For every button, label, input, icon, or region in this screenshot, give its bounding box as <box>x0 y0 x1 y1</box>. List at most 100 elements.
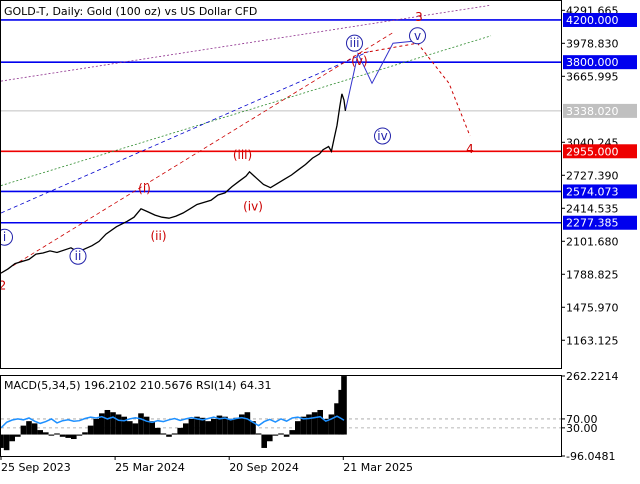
macd-bar <box>272 434 279 436</box>
macd-bar <box>283 434 290 437</box>
price-tick-label: 1163.125 <box>566 334 619 347</box>
macd-bar <box>278 433 284 435</box>
wave-label-circle <box>1 228 13 246</box>
wave-label: 3 <box>415 10 423 24</box>
level-label-box <box>563 215 637 230</box>
price-tick-label: 1788.825 <box>566 268 619 281</box>
forecast-path <box>357 42 471 137</box>
macd-bar <box>155 427 161 435</box>
trend-line <box>1 51 369 214</box>
wave-label: v <box>414 29 421 43</box>
macd-bar <box>199 417 206 435</box>
macd-bar <box>194 416 200 435</box>
macd-bar <box>110 412 116 435</box>
price-tick-label: 3665.995 <box>566 70 619 83</box>
macd-bar <box>171 433 178 435</box>
macd-bar <box>3 434 10 451</box>
macd-bar <box>65 434 71 438</box>
macd-bar <box>82 432 88 435</box>
macd-bar <box>295 421 301 435</box>
level-label: 2277.385 <box>566 217 619 230</box>
macd-bar <box>267 434 273 442</box>
wave-label: i <box>3 230 6 244</box>
level-label-box <box>563 103 637 118</box>
wave-label: 2 <box>0 279 6 293</box>
wave-label: iii <box>349 36 359 50</box>
price-tick-label: 1475.970 <box>566 301 619 314</box>
macd-bar <box>26 421 32 435</box>
level-label-box <box>563 55 637 70</box>
wave-label: iv <box>377 129 387 143</box>
macd-bar <box>115 414 122 435</box>
time-tick-label: 25 Sep 2023 <box>1 461 71 474</box>
indicator-label: MACD(5,34,5) 196.2102 210.5676 RSI(14) 6… <box>4 379 271 392</box>
macd-bar <box>328 414 335 435</box>
macd-bar <box>37 430 43 435</box>
macd-bar <box>306 414 312 435</box>
macd-bar <box>87 425 94 435</box>
level-label: 4200.000 <box>566 14 619 27</box>
wave-label: (iii) <box>233 148 252 162</box>
macd-bar <box>132 423 139 435</box>
level-label-box <box>563 144 637 159</box>
price-tick-label: 3978.830 <box>566 37 619 50</box>
macd-bar <box>300 416 307 435</box>
macd-bar <box>31 423 38 435</box>
macd-bar <box>9 434 15 442</box>
wave-label: (v) <box>351 54 367 68</box>
macd-bar <box>239 414 245 435</box>
wave-label: 4 <box>466 142 474 156</box>
wave-label-circle <box>374 127 391 145</box>
level-label: 3338.020 <box>566 105 619 118</box>
macd-bar <box>166 434 172 437</box>
macd-bar <box>216 415 223 435</box>
price-tick-label: 2414.535 <box>566 202 619 215</box>
indicator-tick-label: 30.00 <box>566 422 598 435</box>
price-tick-label: 2101.680 <box>566 235 619 248</box>
macd-bar <box>149 421 155 435</box>
macd-bar <box>323 418 329 435</box>
wave-label: (i) <box>138 182 151 196</box>
macd-bar <box>71 434 77 440</box>
level-label-box <box>563 184 637 199</box>
macd-bar <box>233 417 239 435</box>
macd-bar <box>76 434 83 436</box>
wave-label-circle <box>346 34 363 52</box>
macd-bar <box>54 433 60 435</box>
indicator-tick-label: 262.2214 <box>566 370 619 383</box>
level-label: 2955.000 <box>566 145 619 158</box>
time-tick-label: 21 Mar 2025 <box>343 461 413 474</box>
time-axis: 25 Sep 2023 25 Mar 2024 20 Sep 2024 21 Mar … <box>0 456 413 474</box>
indicator-plot <box>1 376 561 451</box>
wave-label: ii <box>75 249 82 263</box>
time-tick-label: 25 Mar 2024 <box>115 461 185 474</box>
macd-bar <box>255 433 262 435</box>
price-pane-frame <box>0 0 562 369</box>
macd-bar <box>188 418 195 435</box>
macd-bar <box>211 418 217 435</box>
macd-bar <box>127 421 133 435</box>
macd-bar <box>1 434 4 448</box>
macd-bar <box>289 430 295 435</box>
macd-bar <box>177 427 183 435</box>
macd-bar <box>334 403 340 435</box>
macd-bar <box>227 418 234 435</box>
macd-bar <box>222 416 228 435</box>
indicator-tick-label: 70.00 <box>566 413 598 426</box>
macd-bar <box>143 416 150 435</box>
trend-line <box>1 4 492 82</box>
macd-bar <box>59 434 66 437</box>
wave-label-circle <box>69 247 87 265</box>
wave-label-circle <box>409 27 426 45</box>
macd-bar <box>15 434 21 437</box>
macd-bar <box>341 376 347 435</box>
forecast-path <box>344 40 415 112</box>
macd-bar <box>93 418 99 435</box>
macd-bar <box>99 413 105 435</box>
wave-label: (iv) <box>243 200 263 214</box>
